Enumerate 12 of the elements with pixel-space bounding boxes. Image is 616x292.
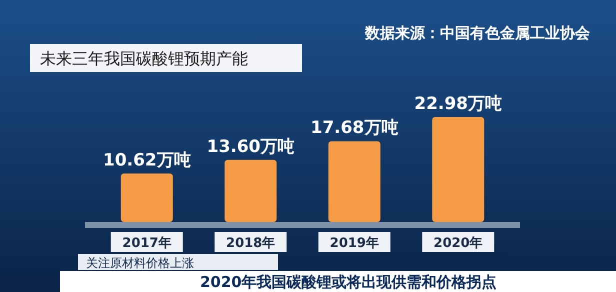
x-tick-label: 2018年 xyxy=(226,236,276,251)
text: 关注原材料价格上涨 xyxy=(86,256,194,270)
source-note: 数据来源：中国有色金属工业协会 xyxy=(364,24,591,42)
x-tick-label: 2020年 xyxy=(434,236,483,251)
x-tick-label: 2017年 xyxy=(122,236,172,251)
data-label: 17.68万吨 xyxy=(310,118,398,138)
x-tick-label: 2019年 xyxy=(330,236,379,251)
data-label: 22.98万吨 xyxy=(414,94,502,114)
data-label: 13.60万吨 xyxy=(206,136,295,157)
chart-title: 未来三年我国碳酸锂预期产能 xyxy=(40,49,248,68)
data-label: 10.62万吨 xyxy=(102,150,191,170)
text: 2020年我国碳酸锂或将出现供需和价格拐点 xyxy=(200,273,497,291)
